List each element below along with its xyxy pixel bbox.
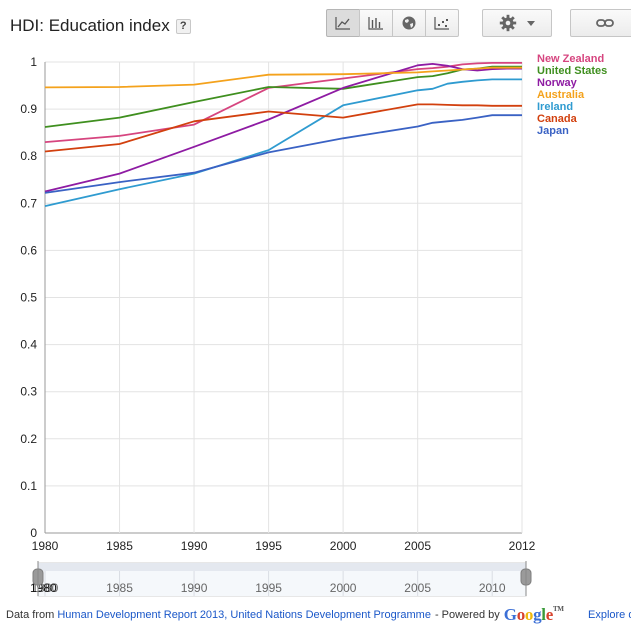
legend-entry: Australia — [537, 89, 585, 101]
source-link[interactable]: Human Development Report 2013, United Na… — [57, 609, 431, 621]
legend-entry: New Zealand — [537, 53, 604, 65]
legend-entry: Ireland — [537, 101, 573, 113]
y-tick-label: 0.1 — [20, 479, 37, 493]
legend-entry: Norway — [537, 77, 578, 89]
series-line-united-states — [44, 65, 522, 128]
scatter-chart-icon — [434, 17, 449, 30]
chevron-down-icon — [527, 20, 535, 26]
globe-icon — [402, 16, 416, 30]
timeline-tick-label: 2005 — [404, 581, 431, 595]
series-line-japan — [44, 114, 522, 194]
legend-entry: United States — [537, 65, 607, 77]
line-chart: 0 0.1 0.2 0.3 0.4 0.5 0.6 0.7 0.8 0.9 1 1980 1985 199… — [20, 53, 607, 597]
timeline-tick-label: 2000 — [330, 581, 357, 595]
line-chart-button[interactable] — [326, 9, 360, 37]
y-tick-label: 0.6 — [20, 243, 37, 257]
help-button[interactable]: ? — [175, 18, 191, 34]
y-tick-label: 0.3 — [20, 385, 37, 399]
google-logo: GoogleTM — [503, 605, 564, 624]
chart-header: HDI: Education index ? — [10, 14, 191, 38]
timeline-tick-label: 1985 — [106, 581, 133, 595]
bar-chart-button[interactable] — [359, 9, 393, 37]
explore-data-link[interactable]: Explore da — [588, 609, 631, 621]
timeline-tick-label: 1995 — [255, 581, 282, 595]
y-tick-label: 0.5 — [20, 291, 37, 305]
powered-by-label: - Powered by — [434, 609, 500, 621]
x-tick-label: 1990 — [181, 539, 208, 553]
legend-entry: Canada — [537, 113, 578, 125]
link-button[interactable] — [570, 9, 631, 37]
y-tick-label: 1 — [30, 55, 37, 69]
y-tick-label: 0.7 — [20, 196, 37, 210]
gear-icon — [499, 14, 517, 32]
timeline-tick-label: 2010 — [479, 581, 506, 595]
series-line-ireland — [44, 78, 522, 207]
series-line-australia — [44, 66, 522, 89]
bar-chart-icon — [368, 17, 383, 30]
settings-button[interactable] — [482, 9, 552, 37]
x-tick-label: 1980 — [32, 539, 59, 553]
link-icon — [596, 19, 614, 27]
y-tick-label: 0.8 — [20, 149, 37, 163]
line-chart-icon — [335, 17, 350, 30]
timeline-band — [38, 563, 526, 571]
footer: Data from Human Development Report 2013,… — [6, 602, 631, 628]
y-tick-label: 0.4 — [20, 338, 37, 352]
x-tick-label: 1985 — [106, 539, 133, 553]
x-tick-label: 2012 — [509, 539, 536, 553]
series-line-new-zealand — [44, 61, 522, 143]
x-tick-label: 1995 — [255, 539, 282, 553]
x-tick-label: 2005 — [404, 539, 431, 553]
series-line-canada — [44, 103, 522, 153]
y-tick-label: 0.2 — [20, 432, 37, 446]
y-tick-label: 0.9 — [20, 102, 37, 116]
scatter-chart-button[interactable] — [425, 9, 459, 37]
chart-type-switcher — [326, 9, 459, 37]
page-title: HDI: Education index — [10, 16, 170, 35]
legend-entry: Japan — [537, 125, 569, 137]
timeline-tick-label: 1990 — [181, 581, 208, 595]
map-button[interactable] — [392, 9, 426, 37]
data-from-label: Data from — [6, 609, 55, 621]
x-tick-label: 2000 — [330, 539, 357, 553]
y-tick-label: 0 — [30, 526, 37, 540]
series-line-norway — [44, 62, 522, 193]
